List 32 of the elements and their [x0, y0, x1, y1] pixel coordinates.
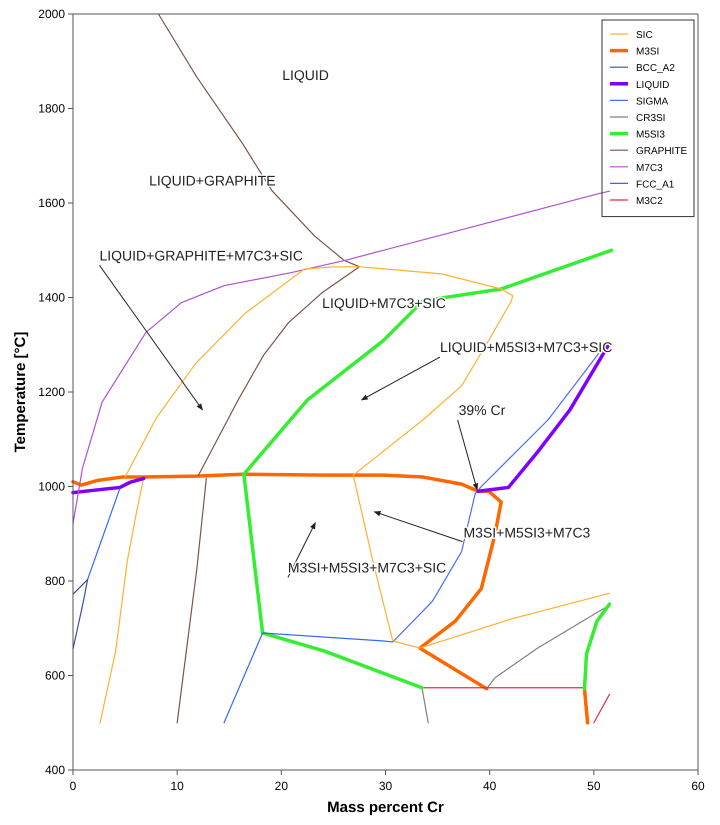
legend-label: M3SI: [636, 46, 660, 58]
x-tick-label: 0: [70, 779, 77, 793]
y-tick-label: 600: [44, 668, 66, 683]
x-axis-title: Mass percent Cr: [327, 799, 444, 816]
legend-label: SIC: [636, 30, 653, 41]
legend-label: GRAPHITE: [636, 146, 688, 158]
legend-label: CR3SI: [636, 113, 666, 124]
y-tick-label: 1200: [38, 385, 66, 400]
y-tick-label: 1600: [38, 196, 66, 210]
legend-label: M3C2: [636, 196, 664, 207]
y-tick-label: 400: [44, 763, 66, 778]
x-tick-label: 20: [274, 779, 288, 793]
y-tick-label: 1400: [38, 290, 66, 305]
legend-label: LIQUID: [636, 80, 670, 91]
legend-label: BCC_A2: [636, 63, 676, 74]
legend-label: FCC_A1: [636, 179, 675, 190]
x-tick-label: 50: [587, 779, 601, 793]
y-axis-title: Temperature [°C]: [12, 332, 29, 452]
legend-label: SIGMA: [636, 96, 669, 108]
annotation: 39% Cr: [458, 402, 506, 418]
x-tick-label: 60: [691, 779, 705, 793]
legend-label: M5SI3: [636, 130, 666, 141]
x-tick-label: 10: [170, 779, 184, 793]
annotation: LIQUID: [282, 66, 329, 83]
y-tick-label: 800: [44, 574, 66, 588]
x-tick-label: 40: [482, 779, 497, 793]
y-tick-label: 2000: [38, 7, 66, 22]
x-tick-label: 30: [378, 779, 392, 793]
y-tick-label: 1000: [38, 480, 66, 494]
annotation: LIQUID+GRAPHITE+M7C3+SIC: [99, 247, 303, 264]
y-tick-label: 1800: [38, 102, 66, 116]
legend-label: M7C3: [636, 162, 664, 174]
